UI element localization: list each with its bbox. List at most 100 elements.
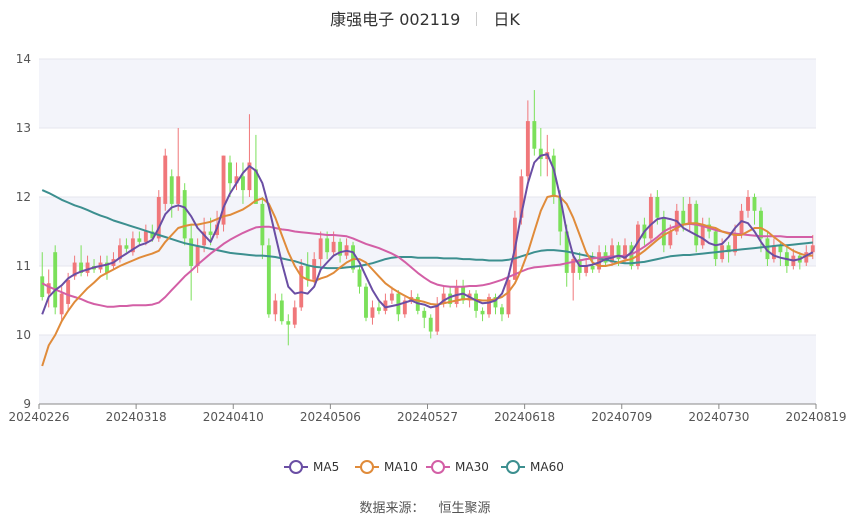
- candle-body: [305, 266, 310, 280]
- candle-body: [428, 317, 433, 332]
- legend-label-ma60: MA60: [530, 460, 564, 474]
- candle-body: [130, 238, 135, 253]
- candle-body: [480, 310, 485, 315]
- candle-body: [195, 245, 200, 266]
- candle-body: [150, 231, 155, 239]
- candle-body: [299, 266, 304, 308]
- candle-body: [402, 300, 407, 315]
- candle-body: [383, 300, 388, 311]
- x-tick-label: 20240819: [785, 410, 846, 424]
- candle-body: [525, 121, 530, 177]
- ma5-line: [41, 153, 814, 315]
- x-tick-label: 20240318: [106, 410, 167, 424]
- y-tick-label: 13: [16, 121, 31, 135]
- y-tick-label: 14: [16, 52, 31, 66]
- candle-body: [584, 266, 589, 273]
- candle-body: [40, 276, 45, 298]
- candle-body: [163, 155, 168, 204]
- candle-body: [733, 234, 738, 253]
- x-tick-label: 20240226: [8, 410, 69, 424]
- candle-body: [422, 310, 427, 318]
- candle-body: [519, 176, 524, 218]
- candle-body: [331, 241, 336, 253]
- title-separator: [476, 12, 478, 26]
- candle-body: [202, 231, 207, 246]
- candle-body: [247, 162, 252, 191]
- y-tick-label: 12: [16, 190, 31, 204]
- candle-body: [726, 245, 731, 253]
- candle-body: [810, 245, 815, 253]
- candle-body: [79, 262, 84, 273]
- candle-body: [771, 245, 776, 260]
- candle-body: [681, 210, 686, 225]
- ma10-line: [41, 194, 813, 367]
- candle-body: [597, 252, 602, 270]
- legend-label-ma10: MA10: [384, 460, 418, 474]
- candle-body: [189, 238, 194, 266]
- candle-body: [590, 266, 595, 270]
- candle-body: [46, 283, 51, 294]
- candle-body: [616, 245, 621, 260]
- moving-average-lines: [41, 153, 814, 367]
- legend-marker: [289, 460, 303, 474]
- candle-body: [156, 197, 161, 239]
- candle-body: [765, 238, 770, 260]
- candle-body: [635, 224, 640, 266]
- legend-marker: [360, 460, 374, 474]
- stock-title: 康强电子 002119: [330, 10, 461, 29]
- candle-body: [279, 300, 284, 322]
- candle-body: [376, 307, 381, 311]
- x-tick-label: 20240527: [397, 410, 458, 424]
- candle-body: [448, 293, 453, 304]
- candle-body: [804, 252, 809, 263]
- candle-body: [648, 197, 653, 239]
- axes: 9 10 11 12 13 14 20240226 20240318 20240410 20240…: [8, 52, 846, 424]
- candle-body: [266, 245, 271, 315]
- candle-body: [441, 293, 446, 304]
- candle-body: [629, 245, 634, 266]
- candle-body: [137, 238, 142, 242]
- x-tick-label: 20240410: [203, 410, 264, 424]
- y-tick-label: 11: [16, 259, 31, 273]
- candle-body: [435, 303, 440, 332]
- candle-body: [351, 245, 355, 270]
- candle-body: [286, 321, 291, 325]
- candle-body: [325, 238, 330, 253]
- chart-title: 康强电子 002119 日K: [0, 6, 850, 30]
- x-tick-label: 20240730: [688, 410, 749, 424]
- candle-body: [53, 252, 58, 308]
- candle-body: [208, 231, 213, 235]
- source-label: 数据来源：: [359, 501, 425, 516]
- candle-body: [143, 231, 148, 242]
- candle-body: [357, 269, 362, 287]
- grid-band: [39, 59, 816, 128]
- plot-background: [39, 59, 816, 404]
- ma60-line: [41, 189, 813, 270]
- x-tick-label: 20240618: [494, 410, 555, 424]
- candle-body: [746, 197, 750, 211]
- candle-body: [72, 262, 77, 277]
- candle-body: [105, 262, 109, 273]
- candle-body: [312, 259, 317, 280]
- candle-body: [273, 300, 278, 315]
- candle-body: [532, 121, 537, 149]
- candle-body: [623, 245, 627, 260]
- grid-band: [39, 197, 816, 266]
- y-tick-label: 9: [23, 397, 31, 411]
- candle-body: [228, 162, 232, 184]
- grid-band: [39, 335, 816, 404]
- candle-body: [610, 245, 614, 263]
- candle-body: [551, 155, 556, 197]
- candle-body: [739, 210, 744, 235]
- candle-body: [538, 148, 543, 160]
- candle-body: [500, 307, 504, 315]
- candle-body: [169, 176, 174, 204]
- candle-body: [182, 190, 187, 239]
- candle-body: [234, 176, 239, 184]
- candle-body: [370, 307, 375, 318]
- candle-body: [241, 176, 245, 191]
- period-label[interactable]: 日K: [493, 10, 520, 29]
- candle-body: [124, 245, 129, 249]
- candle-body: [474, 293, 479, 311]
